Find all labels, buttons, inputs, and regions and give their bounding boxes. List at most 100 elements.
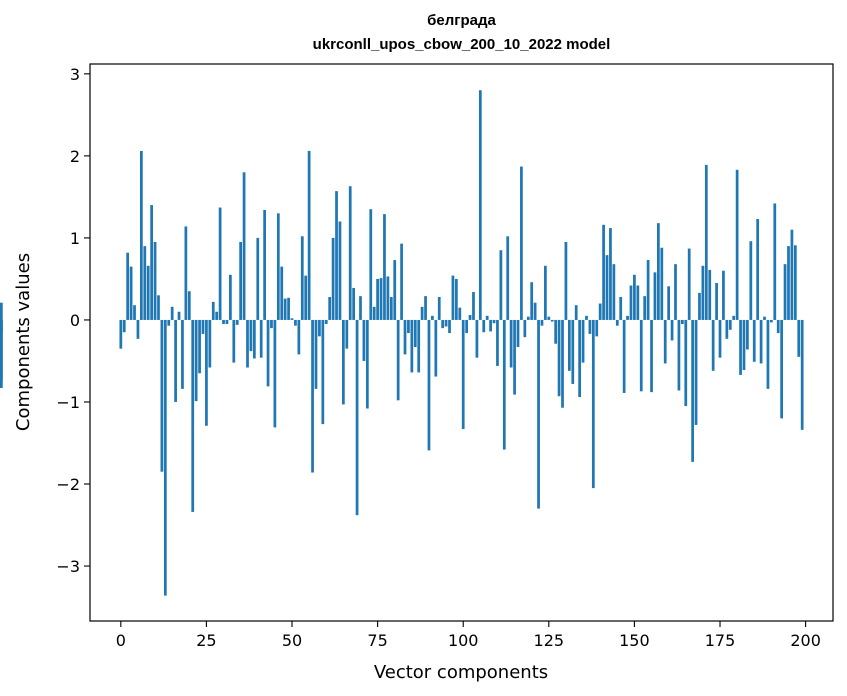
bar [588,319,592,334]
bar [198,319,201,374]
bar [708,269,712,320]
bar [523,319,527,338]
bar [722,270,725,320]
bar [677,319,681,391]
bar [609,228,612,320]
bar [335,191,338,320]
bar [376,278,379,320]
bar [359,296,362,320]
bar [218,207,222,320]
bar [386,276,390,320]
bar [550,319,554,322]
bar [578,319,581,398]
bar [660,247,664,320]
bar [591,319,595,489]
bar [691,319,694,462]
chart-subtitle: ukrconll_upos_cbow_200_10_2022 model [312,36,611,53]
x-tick-label: 0 [116,631,126,650]
bar [160,319,164,472]
bar [280,266,284,320]
bar [646,260,650,320]
bar [167,319,171,326]
bar [454,278,458,320]
bar [215,311,219,320]
bar [420,306,424,320]
bar [119,319,123,349]
bar [619,296,623,320]
bar [410,319,414,373]
bar [674,264,677,320]
bar [294,319,297,326]
bar [513,319,516,395]
bar [400,243,403,320]
bar [663,319,667,364]
bar [742,319,746,370]
bar [355,319,359,516]
bar [773,203,777,320]
bar [571,319,575,384]
y-axis-label: Components values [13,253,34,431]
bar [362,319,366,361]
bar [0,302,3,320]
bar [194,319,198,402]
bar [602,224,605,320]
bar [287,297,290,320]
bar [331,237,335,320]
bar [126,252,130,320]
bar [776,319,780,334]
bar [622,319,626,393]
x-tick-label: 100 [448,631,479,650]
bar [129,266,133,320]
bar [143,246,147,320]
bar [605,255,609,320]
bar [352,287,356,320]
bar [372,306,376,320]
bar [468,315,472,320]
x-tick-label: 125 [534,631,565,650]
bar [252,319,256,359]
bar [639,319,643,392]
bar [506,236,510,320]
bar [365,319,369,409]
bar [256,237,260,320]
bar [383,214,386,320]
plot-frame [89,63,834,622]
bar [441,319,445,329]
bar [242,172,246,320]
bar [574,305,578,320]
bar [324,319,328,325]
bar [157,295,160,320]
bar [715,283,718,320]
bar [208,319,212,368]
bar [163,319,167,596]
x-tick-label: 200 [790,631,821,650]
bar [338,221,342,320]
bar [290,318,294,320]
bar [653,272,657,320]
x-tick-label: 175 [705,631,736,650]
bar [444,319,448,327]
x-axis-label: Vector components [374,662,548,683]
bar [396,319,400,401]
bar [427,319,431,451]
bar [502,319,506,450]
bar [537,319,540,509]
bar [732,315,736,320]
bar [547,316,551,320]
bar [153,242,157,320]
bar [687,248,691,320]
bar [711,319,715,371]
bar [704,164,708,320]
y-axis: −3 −2 −1 0 1 2 3 [56,65,90,576]
bar [318,319,321,337]
bar-series [0,90,804,596]
bar [345,319,349,349]
bar [403,319,407,355]
x-tick-label: 25 [196,631,216,650]
bar [633,274,636,320]
bar [225,319,229,325]
bar [321,319,325,425]
bar [437,296,441,320]
bar [311,319,314,473]
